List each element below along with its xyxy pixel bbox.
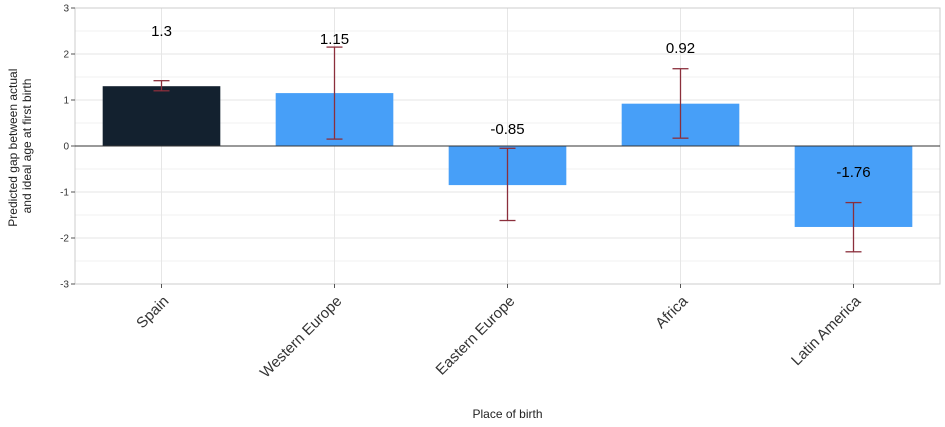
data-label: 0.92 xyxy=(666,40,695,57)
y-tick-label: -2 xyxy=(60,234,69,245)
y-axis-title-line-1: Predicted gap between actual xyxy=(6,69,20,227)
error-bar xyxy=(326,46,343,140)
data-label: -0.85 xyxy=(490,121,524,138)
y-axis-ticks: 3 2 1 0 -1 -2 -3 xyxy=(60,4,75,291)
error-bars xyxy=(153,46,862,253)
data-labels: 1.3 1.15 -0.85 0.92 -1.76 xyxy=(151,23,871,181)
data-label: -1.76 xyxy=(836,164,870,181)
y-tick-label: 0 xyxy=(63,142,69,153)
data-label: 1.15 xyxy=(320,31,349,48)
y-tick-label: -1 xyxy=(60,188,69,199)
y-tick-label: 2 xyxy=(63,50,69,61)
y-axis-title-line-2: and ideal age at first birth xyxy=(20,79,34,214)
x-tick-label: Spain xyxy=(133,293,172,332)
error-bar xyxy=(845,201,862,253)
x-axis-title: Place of birth xyxy=(472,407,542,421)
error-bar xyxy=(499,147,516,222)
y-tick-label: 1 xyxy=(63,96,69,107)
error-bar xyxy=(153,80,170,92)
y-tick-label: -3 xyxy=(60,280,69,291)
x-tick-label: Africa xyxy=(652,292,692,332)
y-tick-label: 3 xyxy=(63,4,69,15)
bar-spain xyxy=(102,86,221,146)
error-bar xyxy=(672,68,689,139)
bars xyxy=(102,86,913,227)
y-axis-title: Predicted gap between actual and ideal a… xyxy=(6,65,34,226)
x-axis-ticks: Spain Western Europe Eastern Europe Africa L… xyxy=(133,284,865,381)
x-tick-label: Western Europe xyxy=(257,293,345,381)
data-label: 1.3 xyxy=(151,23,172,40)
x-tick-label: Eastern Europe xyxy=(433,293,519,379)
x-tick-label: Latin America xyxy=(788,292,865,369)
